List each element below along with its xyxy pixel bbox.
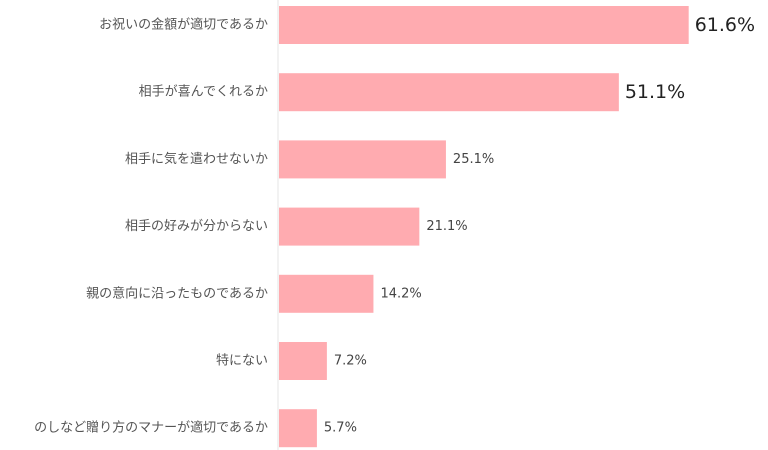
data-label: 7.2% (334, 354, 367, 369)
data-label: 14.2% (380, 286, 421, 301)
bar (279, 207, 420, 246)
category-label: 相手が喜んでくれるか (139, 85, 268, 100)
data-label: 5.7% (324, 421, 357, 436)
data-label: 25.1% (453, 152, 494, 167)
bar (279, 409, 317, 448)
category-label: 相手の好みが分からない (125, 219, 268, 234)
category-label: のしなど贈り方のマナーが適切であるか (34, 420, 268, 436)
category-label: 親の意向に沿ったものであるか (86, 285, 268, 301)
data-label: 61.6% (695, 14, 755, 36)
bar (279, 274, 374, 313)
category-label: お祝いの金額が適切であるか (99, 17, 268, 33)
bar (279, 140, 446, 179)
data-label: 21.1% (426, 219, 467, 234)
bar (279, 73, 619, 112)
category-label: 相手に気を遣わせないか (125, 151, 268, 167)
bar (279, 6, 689, 44)
category-label: 特にない (216, 354, 268, 369)
data-label: 51.1% (625, 81, 685, 103)
bar (279, 342, 327, 380)
